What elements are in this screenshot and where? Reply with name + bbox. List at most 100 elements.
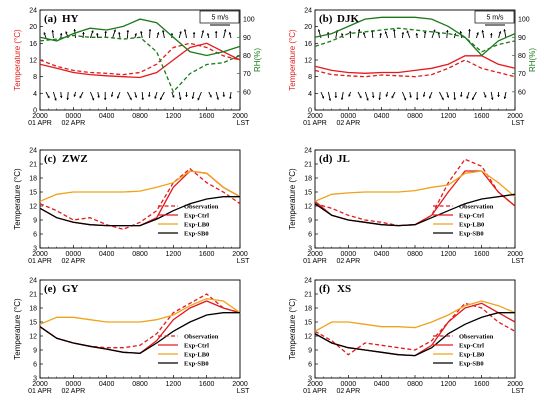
panel-id: (f) — [319, 283, 330, 295]
legend-label-observation: Observation — [184, 334, 219, 341]
x-tick-label: 0800 — [407, 113, 423, 120]
wind-scale-box — [474, 10, 515, 24]
rh-tick-label: 100 — [518, 17, 530, 24]
wind-arrowhead — [116, 96, 120, 99]
wind-arrowhead — [379, 33, 382, 36]
x-tick-label: 0400 — [374, 381, 390, 388]
x-tick-label: 0800 — [407, 251, 423, 258]
wind-arrowhead — [476, 32, 479, 35]
y-tick-label: 0 — [308, 108, 312, 115]
y-tick-label: 12 — [304, 204, 312, 211]
wind-arrowhead — [371, 95, 375, 98]
wind-arrowhead — [43, 32, 46, 35]
wind-arrowhead — [490, 33, 493, 36]
x-tick-sublabel: 01 APR — [28, 258, 52, 265]
wind-arrowhead — [73, 94, 77, 97]
wind-arrowhead — [468, 29, 471, 32]
y-tick-label: 8 — [33, 74, 37, 81]
x-tick-label: 0000 — [66, 113, 82, 120]
wind-arrowhead — [392, 29, 396, 32]
x-tick-label: 2000 — [32, 113, 48, 120]
wind-arrowhead — [129, 97, 132, 101]
wind-arrowhead — [466, 96, 469, 99]
wind-arrowhead — [170, 33, 174, 36]
wind-arrowhead — [97, 95, 100, 98]
legend-label-lb0: Exp-LB0 — [459, 222, 484, 229]
wind-arrowhead — [359, 95, 362, 99]
y-tick-label: 12 — [29, 204, 37, 211]
wind-arrowhead — [459, 31, 463, 34]
y-tick-label: 15 — [304, 320, 312, 327]
x-tick-sublabel: LST — [237, 258, 251, 265]
wind-arrowhead — [317, 29, 321, 32]
wind-arrowhead — [401, 32, 405, 35]
y-tick-label: 18 — [304, 306, 312, 313]
wind-arrowhead — [503, 29, 506, 32]
wind-arrowhead — [433, 29, 436, 32]
wind-arrowhead — [156, 32, 160, 35]
series-line-rh-model — [39, 18, 241, 57]
y-tick-label: 18 — [29, 176, 37, 183]
x-tick-sublabel: LST — [512, 388, 526, 395]
x-tick-label: 0000 — [341, 381, 357, 388]
y-tick-label: 20 — [304, 24, 312, 31]
x-tick-label: 2000 — [232, 113, 248, 120]
x-tick-label: 0800 — [132, 381, 148, 388]
rh-tick-label: 80 — [518, 53, 526, 60]
y-tick-label: 12 — [29, 58, 37, 65]
wind-scale-label: 5 m/s — [211, 15, 229, 22]
x-tick-label: 2000 — [307, 251, 323, 258]
legend-label-lb0: Exp-LB0 — [184, 352, 209, 359]
wind-arrowhead — [498, 31, 502, 34]
y-tick-label: 6 — [308, 362, 312, 369]
x-tick-label: 0800 — [132, 113, 148, 120]
y-tick-label: 4 — [308, 91, 312, 98]
y-tick-label: 3 — [33, 246, 37, 253]
y-tick-label: 4 — [33, 91, 37, 98]
wind-arrowhead — [384, 31, 388, 34]
y-tick-label: 0 — [33, 108, 37, 115]
wind-arrowhead — [209, 95, 212, 98]
y-tick-label: 24 — [29, 278, 37, 285]
wind-arrowhead — [348, 94, 351, 97]
x-tick-sublabel: 01 APR — [303, 258, 327, 265]
x-tick-label: 0400 — [374, 113, 390, 120]
x-tick-sublabel: 02 APR — [336, 258, 360, 265]
series-line-observation — [314, 59, 516, 78]
wind-arrowhead — [134, 95, 138, 98]
wind-arrowhead — [328, 98, 332, 101]
x-tick-sublabel: LST — [512, 258, 526, 265]
y-tick-label: 9 — [308, 348, 312, 355]
y-tick-label: 24 — [304, 278, 312, 285]
wind-arrowhead — [422, 94, 426, 97]
legend-label-observation: Observation — [459, 334, 494, 341]
x-tick-label: 0000 — [66, 251, 82, 258]
panel-id: (b) — [319, 13, 333, 25]
series-line-exp-lb0 — [39, 298, 241, 325]
x-tick-label: 0400 — [99, 381, 115, 388]
x-tick-sublabel: 02 APR — [61, 120, 85, 127]
x-tick-label: 0000 — [66, 381, 82, 388]
panel-id: (e) — [44, 283, 57, 295]
wind-arrowhead — [91, 97, 95, 101]
legend-label-sb0: Exp-SB0 — [184, 361, 209, 368]
wind-arrowhead — [484, 95, 487, 98]
x-tick-label: 0400 — [374, 251, 390, 258]
x-tick-label: 2000 — [232, 251, 248, 258]
y-tick-label: 24 — [29, 148, 37, 155]
y-tick-label: 8 — [308, 74, 312, 81]
wind-arrowhead — [65, 31, 68, 34]
x-tick-sublabel: 01 APR — [28, 120, 52, 127]
wind-arrowhead — [192, 32, 196, 35]
x-tick-label: 0800 — [132, 251, 148, 258]
y-axis-label: Temperature (°C) — [288, 298, 297, 360]
x-tick-label: 1600 — [199, 381, 215, 388]
y-tick-label: 12 — [29, 334, 37, 341]
x-tick-label: 1600 — [199, 251, 215, 258]
y-tick-label: 9 — [308, 218, 312, 225]
wind-arrowhead — [59, 95, 63, 98]
x-tick-sublabel: 02 APR — [336, 120, 360, 127]
legend-label-ctrl: Exp-Ctrl — [184, 343, 209, 350]
x-tick-label: 0000 — [341, 251, 357, 258]
